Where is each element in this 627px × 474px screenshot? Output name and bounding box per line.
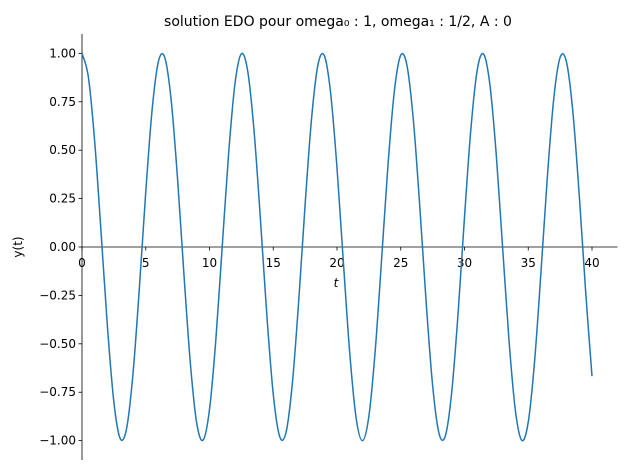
x-tick-label: 40 [584,256,599,270]
y-tick-label: −0.25 [39,288,76,302]
y-tick-label: −0.50 [39,337,76,351]
chart-title: solution EDO pour omega₀ : 1, omega₁ : 1… [164,14,512,30]
x-tick-label: 5 [142,256,150,270]
y-tick-label: −0.75 [39,385,76,399]
x-tick-label: 10 [202,256,217,270]
y-tick-label: 0.00 [49,240,76,254]
y-axis-label: y(t) [11,236,25,257]
x-tick-label: 20 [329,256,344,270]
y-tick-label: 0.25 [49,192,76,206]
x-axis-label: t [334,276,340,290]
y-tick-label: −1.00 [39,434,76,448]
y-tick-label: 0.50 [49,143,76,157]
line [81,52,593,442]
x-tick-label: 35 [521,256,536,270]
y-tick-label: 0.75 [49,95,76,109]
x-tick-label: 30 [457,256,472,270]
x-tick-label: 15 [266,256,281,270]
y-tick-label: 1.00 [49,46,76,60]
x-tick-label: 25 [393,256,408,270]
x-tick-label: 0 [78,256,86,270]
